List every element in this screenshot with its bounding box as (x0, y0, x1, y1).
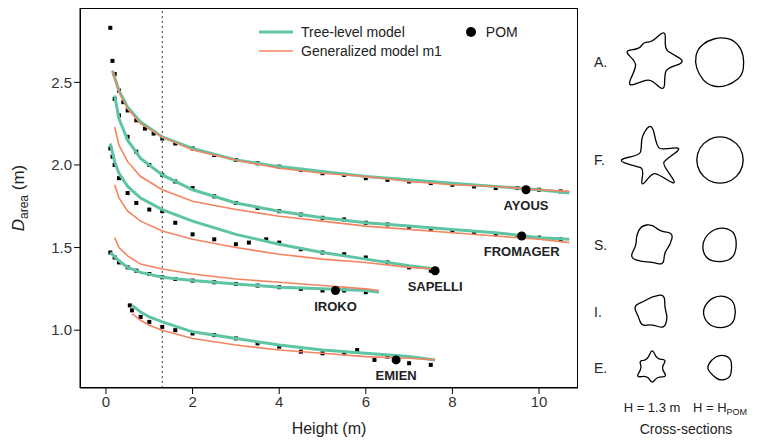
svg-text:A.: A. (594, 54, 607, 70)
svg-text:FROMAGER: FROMAGER (484, 244, 560, 259)
svg-text:I.: I. (594, 304, 602, 320)
html-text:Generalized model m1: Generalized model m1 (301, 42, 442, 59)
svg-text:AYOUS: AYOUS (504, 198, 549, 213)
svg-text:H = HPOM: H = HPOM (693, 400, 747, 417)
html-text:POM: POM (485, 23, 518, 40)
svg-text:EMIEN: EMIEN (376, 368, 417, 383)
svg-text:10: 10 (531, 393, 548, 410)
html-text:Tree-level model: Tree-level model (301, 23, 405, 40)
svg-text:4: 4 (275, 393, 283, 410)
svg-text:2.0: 2.0 (51, 156, 72, 173)
svg-text:Darea (m): Darea (m) (9, 165, 31, 232)
svg-text:2.5: 2.5 (51, 74, 72, 91)
svg-text:H = 1.3 m: H = 1.3 m (624, 400, 681, 415)
svg-text:E.: E. (594, 360, 607, 376)
svg-text:F.: F. (594, 152, 605, 168)
svg-text:2: 2 (188, 393, 196, 410)
svg-text:8: 8 (448, 393, 456, 410)
svg-text:1.0: 1.0 (51, 321, 72, 338)
svg-text:IROKO: IROKO (314, 299, 357, 314)
svg-text:6: 6 (362, 393, 370, 410)
svg-text:Height (m): Height (m) (292, 420, 367, 437)
svg-text:S.: S. (594, 237, 607, 253)
svg-text:SAPELLI: SAPELLI (408, 279, 463, 294)
svg-text:1.5: 1.5 (51, 239, 72, 256)
svg-text:Cross-sections: Cross-sections (640, 421, 733, 437)
svg-text:0: 0 (102, 393, 110, 410)
